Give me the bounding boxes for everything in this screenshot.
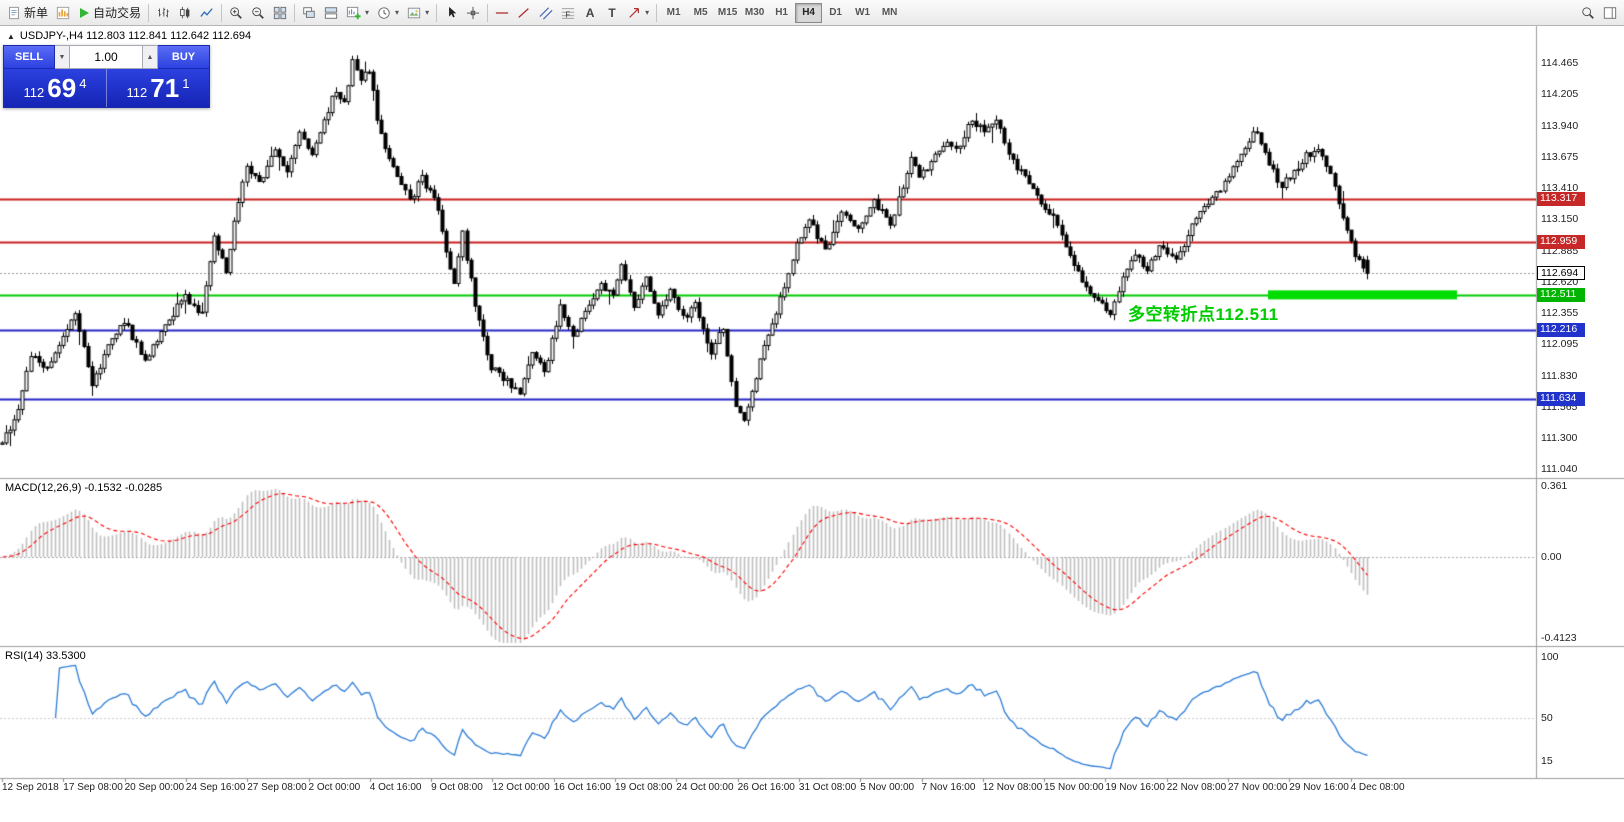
toolbar-separator [294,3,296,22]
zoom-in-icon [229,6,243,20]
timeframe-mn-button[interactable]: MN [881,7,898,18]
clock-icon [377,6,391,20]
symbol-ohlc-text: USDJPY-,H4 112.803 112.841 112.642 112.6… [19,30,252,42]
dropdown-caret: ▾ [395,8,400,17]
crosshair-button[interactable] [462,2,484,24]
volume-increase-button[interactable]: ▲ [143,45,158,69]
timeframe-h1-button[interactable]: H1 [775,7,788,18]
toolbar-separator [436,3,438,22]
candlestick-mode-button[interactable] [174,2,196,24]
new-order-icon [7,6,21,20]
channel-tool-button[interactable] [535,2,557,24]
shapes-dropdown-button[interactable]: ▾ [623,2,653,24]
cursor-button[interactable] [440,2,462,24]
horizontal-line-icon [495,6,509,20]
caret-up-icon: ▲ [146,53,154,61]
buy-price-figure: 112 [126,85,148,100]
tile-windows-icon [273,6,287,20]
panels-icon [1603,6,1617,20]
new-order-button[interactable]: 新单 [3,2,52,24]
symbol-header: ▲ USDJPY-,H4 112.803 112.841 112.642 112… [7,30,251,42]
one-click-trading-panel: SELL ▼ 1.00 ▲ BUY 112 69 4 112 71 1 [3,45,210,108]
horizontal-line-tool-button[interactable] [491,2,513,24]
timeframe-h4-button[interactable]: H4 [795,2,823,23]
new-chart-plus-icon [346,5,361,20]
fibonacci-tool-button[interactable]: F [557,2,579,24]
toolbar-separator [656,3,658,22]
line-chart-icon [200,6,214,20]
arrange-windows-icon [324,6,338,20]
label-tool-button[interactable]: T [601,2,623,24]
cascade-windows-button[interactable] [298,2,320,24]
sell-price[interactable]: 112 69 4 [4,69,106,107]
text-tool-button[interactable]: A [579,2,601,24]
timeframe-m15-button[interactable]: M15 [717,7,738,18]
timeframe-d1-button[interactable]: D1 [829,7,842,18]
autotrading-label: 自动交易 [93,6,142,20]
period-dropdown-button[interactable]: ▾ [373,2,403,24]
trendline-icon [517,6,531,20]
trendline-tool-button[interactable] [513,2,535,24]
buy-price-pips: 71 [150,73,180,103]
toolbar: 新单 自动交易 ▾ ▾ ▾ F A T ▾ M1 M5 M15 M30 H1 [0,0,1624,26]
timeframe-m1-button[interactable]: M1 [666,7,681,18]
timeframe-m30-button[interactable]: M30 [744,7,765,18]
sell-price-figure: 112 [23,85,45,100]
label-icon: T [608,5,616,20]
expand-arrow-icon[interactable]: ▲ [7,31,15,41]
arrow-shape-icon [627,6,641,20]
text-icon: A [585,5,595,20]
svg-text:F: F [565,10,570,19]
chart-icon [56,6,70,20]
timeframe-w1-button[interactable]: W1 [855,7,871,18]
caret-down-icon: ▼ [58,53,66,61]
zoom-out-button[interactable] [247,2,269,24]
volume-input[interactable]: 1.00 [70,45,143,69]
arrange-windows-button[interactable] [320,2,342,24]
turning-point-annotation[interactable]: 多空转折点112.511 [1128,305,1279,324]
fibonacci-icon: F [561,6,575,20]
search-icon [1581,6,1595,20]
toolbar-separator [148,3,150,22]
buy-price[interactable]: 112 71 1 [106,69,209,107]
cursor-icon [445,6,458,19]
cascade-windows-icon [302,6,316,20]
toolbar-separator [487,3,489,22]
crosshair-icon [466,6,480,20]
search-button[interactable] [1577,2,1599,24]
timeframe-m5-button[interactable]: M5 [693,7,708,18]
bar-chart-icon [156,6,170,20]
new-chart-button[interactable] [52,2,74,24]
dropdown-caret: ▾ [425,8,430,17]
zoom-in-button[interactable] [225,2,247,24]
panels-button[interactable] [1599,2,1621,24]
template-dropdown-button[interactable]: ▾ [403,2,433,24]
template-icon [407,6,421,20]
candlestick-icon [178,6,192,20]
dropdown-caret: ▾ [645,8,650,17]
new-chart-dropdown-button[interactable]: ▾ [342,2,373,24]
tile-windows-button[interactable] [269,2,291,24]
zoom-out-icon [251,6,265,20]
buy-button[interactable]: BUY [158,45,210,69]
volume-decrease-button[interactable]: ▼ [55,45,70,69]
autotrading-button[interactable]: 自动交易 [74,2,145,24]
channel-icon [539,6,553,20]
sell-price-pips: 69 [47,73,77,103]
bar-chart-mode-button[interactable] [152,2,174,24]
rsi-indicator-label: RSI(14) 33.5300 [5,650,86,662]
sell-button[interactable]: SELL [3,45,55,69]
buy-price-point: 1 [182,76,190,91]
autotrading-play-icon [78,7,90,19]
dropdown-caret: ▾ [365,8,370,17]
line-chart-mode-button[interactable] [196,2,218,24]
macd-indicator-label: MACD(12,26,9) -0.1532 -0.0285 [5,482,163,494]
sell-price-point: 4 [79,76,87,91]
toolbar-separator [221,3,223,22]
new-order-label: 新单 [24,6,49,20]
